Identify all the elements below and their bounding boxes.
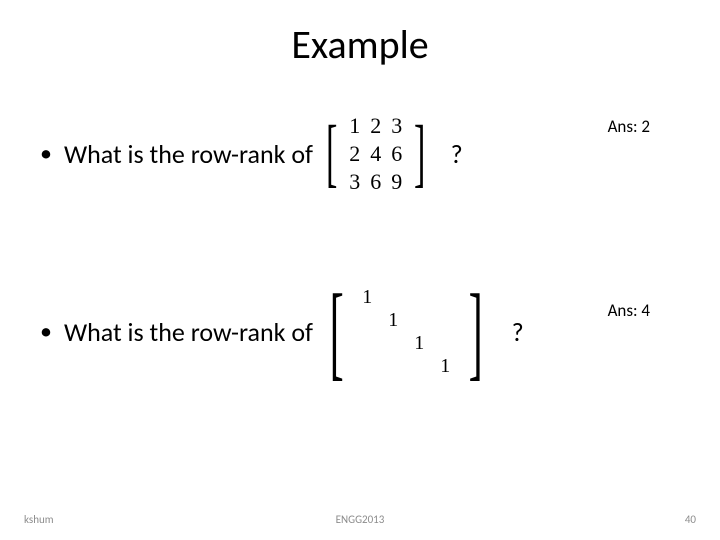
matrix-cell: [380, 332, 406, 355]
answer-1: Ans: 2: [608, 116, 650, 137]
matrix-1-table: 123 246 369: [344, 112, 407, 196]
slide-title: Example: [0, 20, 720, 69]
footer-course: ENGG2013: [0, 513, 720, 526]
matrix-cell: [406, 355, 432, 378]
matrix-cell: 3: [386, 112, 407, 140]
matrix-cell: 4: [365, 140, 386, 168]
matrix-cell: [380, 355, 406, 378]
matrix-cell: [406, 286, 432, 309]
matrix-cell: [354, 332, 380, 355]
matrix-cell: 1: [344, 112, 365, 140]
question-mark: ?: [451, 138, 463, 170]
matrix-cell: 9: [386, 168, 407, 196]
matrix-cell: [432, 332, 458, 355]
matrix-cell: [432, 286, 458, 309]
right-bracket-icon: ]: [469, 300, 483, 364]
matrix-cell: 1: [354, 286, 380, 309]
matrix-cell: [354, 355, 380, 378]
matrix-cell: 6: [365, 168, 386, 196]
matrix-cell: 2: [344, 140, 365, 168]
matrix-cell: 1: [432, 355, 458, 378]
left-bracket-icon: [: [330, 300, 344, 364]
matrix-cell: [354, 309, 380, 332]
matrix-2: [ 1 1 1 1 ]: [319, 286, 494, 378]
footer-page-number: 40: [685, 513, 696, 526]
matrix-cell: 1: [406, 332, 432, 355]
bullet-row-1: • What is the row-rank of [ 123 246 369 …: [40, 112, 463, 196]
answer-2: Ans: 4: [608, 300, 650, 321]
slide: Example • What is the row-rank of [ 123 …: [0, 0, 720, 540]
matrix-cell: [380, 286, 406, 309]
matrix-1: [ 123 246 369 ]: [319, 112, 433, 196]
bullet-dot-icon: •: [40, 142, 52, 166]
question-mark: ?: [512, 316, 524, 348]
matrix-cell: [432, 309, 458, 332]
bullet1-text: What is the row-rank of: [64, 138, 313, 170]
matrix-cell: [406, 309, 432, 332]
matrix-cell: 1: [380, 309, 406, 332]
bullet-row-2: • What is the row-rank of [ 1 1 1 1 ] ?: [40, 286, 524, 378]
matrix-cell: 3: [344, 168, 365, 196]
left-bracket-icon: [: [326, 131, 337, 177]
right-bracket-icon: ]: [414, 131, 425, 177]
matrix-cell: 2: [365, 112, 386, 140]
matrix-cell: 6: [386, 140, 407, 168]
bullet2-text: What is the row-rank of: [64, 316, 313, 348]
bullet-dot-icon: •: [40, 320, 52, 344]
matrix-2-table: 1 1 1 1: [354, 286, 458, 378]
